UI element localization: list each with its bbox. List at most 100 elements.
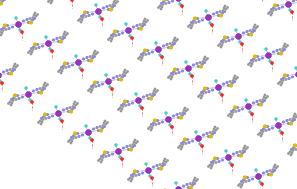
- Point: [230, 81, 235, 84]
- Point: [93, 50, 97, 53]
- Point: [61, 33, 66, 36]
- Point: [112, 1, 116, 4]
- Point: [99, 18, 104, 21]
- Point: [150, 94, 155, 98]
- Point: [118, 156, 122, 159]
- Point: [259, 103, 263, 106]
- Point: [180, 70, 185, 73]
- Point: [215, 157, 220, 160]
- Point: [225, 6, 230, 9]
- Point: [238, 40, 242, 43]
- Point: [90, 88, 94, 91]
- Point: [174, 72, 178, 75]
- Point: [10, 26, 15, 29]
- Point: [283, 74, 287, 77]
- Point: [267, 128, 271, 131]
- Point: [151, 166, 156, 169]
- Point: [249, 64, 253, 67]
- Point: [118, 74, 122, 77]
- Point: [42, 87, 47, 90]
- Point: [173, 36, 177, 40]
- Point: [188, 182, 192, 185]
- Point: [224, 40, 228, 43]
- Point: [74, 104, 78, 107]
- Point: [74, 54, 78, 57]
- Point: [200, 19, 205, 22]
- Point: [148, 93, 152, 96]
- Point: [178, 116, 183, 119]
- Point: [187, 141, 191, 144]
- Point: [265, 170, 269, 173]
- Point: [61, 108, 66, 112]
- Point: [217, 160, 221, 163]
- Point: [5, 69, 10, 72]
- Point: [175, 113, 179, 116]
- Point: [248, 61, 252, 64]
- Point: [223, 5, 228, 8]
- Point: [181, 140, 186, 143]
- Point: [88, 55, 92, 58]
- Point: [78, 67, 82, 70]
- Point: [272, 169, 277, 172]
- Point: [255, 55, 260, 58]
- Point: [237, 109, 241, 112]
- Point: [209, 161, 214, 164]
- Point: [1, 26, 6, 29]
- Point: [213, 157, 217, 160]
- Point: [170, 41, 175, 44]
- Point: [58, 118, 62, 121]
- Point: [219, 14, 223, 17]
- Point: [291, 149, 296, 152]
- Point: [139, 58, 143, 61]
- Point: [193, 17, 198, 20]
- Point: [248, 29, 252, 32]
- Point: [200, 63, 205, 66]
- Point: [30, 50, 34, 53]
- Point: [221, 39, 226, 42]
- Point: [287, 9, 292, 12]
- Point: [153, 88, 157, 91]
- Point: [204, 91, 208, 94]
- Point: [232, 77, 236, 80]
- Point: [254, 59, 258, 62]
- Point: [65, 62, 70, 65]
- Point: [41, 86, 45, 89]
- Point: [252, 29, 257, 32]
- Point: [140, 106, 144, 109]
- Point: [94, 3, 98, 6]
- Point: [266, 53, 270, 57]
- Point: [80, 16, 85, 19]
- Point: [121, 105, 125, 108]
- Point: [0, 0, 2, 1]
- Point: [13, 63, 18, 66]
- Point: [294, 148, 297, 151]
- Point: [107, 154, 111, 157]
- Point: [290, 10, 294, 13]
- Point: [134, 142, 138, 145]
- Point: [20, 95, 25, 98]
- Point: [167, 1, 171, 4]
- Point: [241, 181, 245, 184]
- Point: [91, 128, 96, 131]
- Point: [214, 161, 218, 164]
- Point: [138, 56, 142, 59]
- Point: [137, 173, 141, 176]
- Point: [240, 43, 244, 46]
- Point: [91, 54, 95, 57]
- Point: [132, 144, 137, 147]
- Point: [95, 81, 100, 84]
- Point: [89, 85, 94, 88]
- Point: [229, 115, 233, 119]
- Point: [8, 101, 12, 104]
- Point: [241, 32, 246, 35]
- Point: [221, 41, 225, 44]
- Point: [210, 23, 214, 26]
- Point: [246, 63, 251, 66]
- Point: [110, 88, 114, 91]
- Point: [181, 184, 186, 187]
- Point: [99, 155, 104, 158]
- Point: [145, 94, 149, 97]
- Point: [75, 102, 80, 105]
- Point: [261, 171, 266, 174]
- Point: [165, 0, 170, 1]
